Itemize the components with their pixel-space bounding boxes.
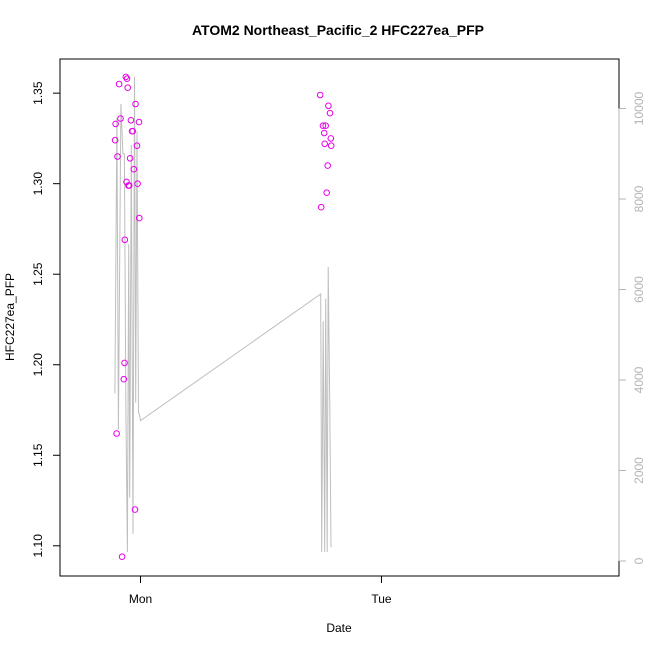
left-axis-points <box>111 73 335 561</box>
left-y-axis: 1.10 1.15 1.20 1.25 1.30 1.35 <box>31 81 61 558</box>
data-point <box>127 117 135 124</box>
series-line <box>114 76 332 553</box>
y-tick-label: 1.25 <box>31 262 45 286</box>
y2-tick-label: 10000 <box>632 91 646 125</box>
y2-tick-label: 6000 <box>632 276 646 303</box>
data-point <box>114 153 121 160</box>
data-point <box>121 236 129 244</box>
data-point <box>120 375 128 383</box>
data-point <box>111 136 119 144</box>
y-tick-label: 1.35 <box>31 81 45 105</box>
chart-title: ATOM2 Northeast_Pacific_2 HFC227ea_PFP <box>192 22 484 38</box>
x-axis-label: Date <box>326 621 352 635</box>
x-axis: Mon Tue <box>129 575 392 606</box>
data-point <box>122 73 130 81</box>
y-tick-label: 1.30 <box>31 172 45 196</box>
data-point <box>136 214 143 222</box>
data-point <box>133 142 141 149</box>
data-point <box>325 102 332 110</box>
data-point <box>118 553 126 561</box>
data-point <box>115 80 123 88</box>
right-y-axis: 0 2000 4000 6000 8000 10000 <box>618 91 646 564</box>
data-point <box>324 162 332 169</box>
y2-tick-label: 0 <box>632 557 646 564</box>
data-point <box>317 203 325 211</box>
data-point <box>134 180 141 187</box>
data-point <box>131 506 139 513</box>
y2-tick-label: 8000 <box>632 185 646 212</box>
right-axis-series-line <box>114 76 332 553</box>
x-tick-label: Mon <box>129 592 152 606</box>
data-point <box>112 120 119 128</box>
data-point <box>319 122 327 129</box>
data-point <box>316 91 324 99</box>
data-point <box>130 165 138 173</box>
data-point <box>322 122 330 129</box>
x-tick-label: Tue <box>371 592 392 606</box>
data-point <box>327 135 335 142</box>
data-point <box>123 75 131 82</box>
data-point <box>321 140 329 148</box>
data-point <box>117 115 124 122</box>
y2-tick-label: 2000 <box>632 457 646 484</box>
y-tick-label: 1.20 <box>31 353 45 377</box>
data-point <box>326 109 334 117</box>
data-point <box>327 142 335 149</box>
data-point <box>121 359 128 367</box>
y-tick-label: 1.15 <box>31 443 45 467</box>
y-tick-label: 1.10 <box>31 534 45 558</box>
plot-frame <box>59 58 620 577</box>
data-point <box>129 127 136 135</box>
data-point <box>113 430 120 437</box>
data-point <box>320 129 328 137</box>
data-point <box>135 118 143 126</box>
y-axis-label: HFC227ea_PFP <box>3 273 17 361</box>
data-point <box>132 100 139 108</box>
data-point <box>125 182 133 189</box>
data-point <box>323 189 331 196</box>
data-point <box>124 84 131 91</box>
y2-tick-label: 4000 <box>632 366 646 393</box>
data-point <box>126 155 134 162</box>
